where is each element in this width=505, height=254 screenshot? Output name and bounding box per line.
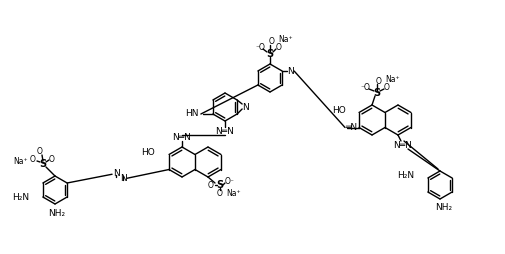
Text: N: N <box>120 174 126 183</box>
Text: O: O <box>384 84 390 92</box>
Text: NH₂: NH₂ <box>48 209 66 217</box>
Text: S: S <box>217 180 224 190</box>
Text: ⁻O: ⁻O <box>360 84 370 92</box>
Text: O: O <box>269 38 275 46</box>
Text: Na⁺: Na⁺ <box>279 36 293 44</box>
Text: Na⁺: Na⁺ <box>14 156 28 166</box>
Text: H₂N: H₂N <box>397 171 414 181</box>
Text: O: O <box>37 148 43 156</box>
Text: S: S <box>267 49 274 59</box>
Text: N═N: N═N <box>173 133 191 141</box>
Text: N═N: N═N <box>393 140 413 150</box>
Text: N: N <box>242 103 248 112</box>
Text: Na⁺: Na⁺ <box>227 188 241 198</box>
Text: O: O <box>49 154 55 164</box>
Text: HN: HN <box>185 109 199 119</box>
Text: H₂N: H₂N <box>12 193 29 201</box>
Text: ═N: ═N <box>345 123 357 132</box>
Text: O: O <box>30 155 36 165</box>
Text: O: O <box>376 76 382 86</box>
Text: O⁻: O⁻ <box>225 177 235 185</box>
Text: NH₂: NH₂ <box>435 203 452 213</box>
Text: O: O <box>276 43 282 53</box>
Text: O: O <box>217 189 223 198</box>
Text: N═N: N═N <box>216 126 234 135</box>
Text: ⁻O: ⁻O <box>255 43 265 53</box>
Text: HO: HO <box>332 106 346 115</box>
Text: Na⁺: Na⁺ <box>386 74 400 84</box>
Text: S: S <box>39 159 46 169</box>
Text: N: N <box>287 67 293 75</box>
Text: O: O <box>208 181 214 189</box>
Text: N: N <box>113 169 120 178</box>
Text: S: S <box>373 88 381 98</box>
Text: HO: HO <box>141 148 155 157</box>
